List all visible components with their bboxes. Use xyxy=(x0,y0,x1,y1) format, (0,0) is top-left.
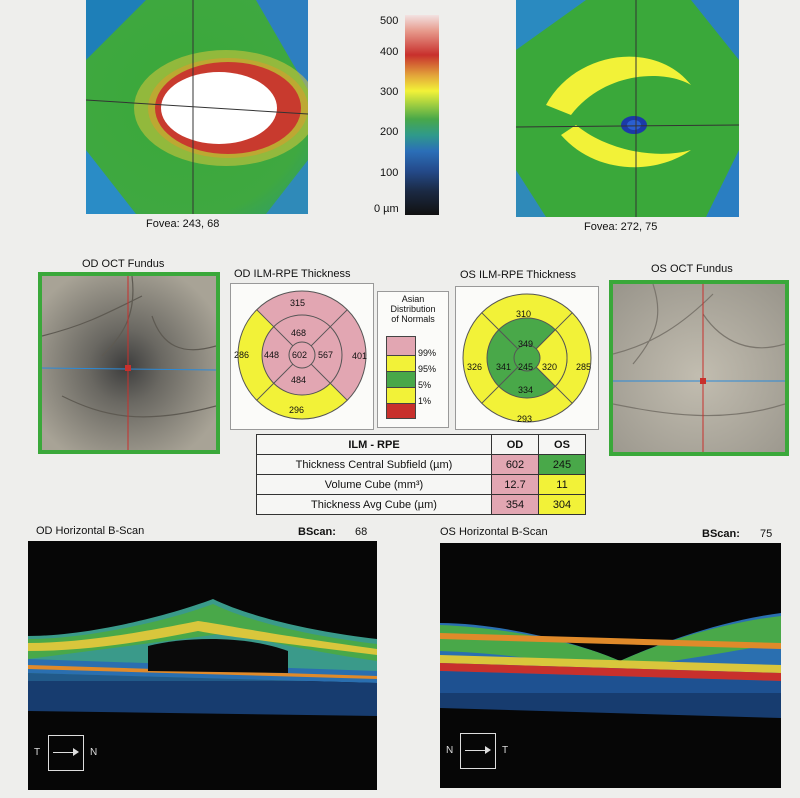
orientation-arrow-icon xyxy=(53,752,77,753)
scale-tick-200: 200 xyxy=(380,126,399,138)
od-inner-inferior: 484 xyxy=(291,375,307,385)
orientation-arrow-icon xyxy=(465,750,489,751)
legend-swatch-high xyxy=(386,336,416,355)
od-bscan-image: T N xyxy=(28,541,377,790)
normals-legend: Asian Distribution of Normals 99% 95% 5%… xyxy=(377,291,449,428)
os-outer-inferior: 293 xyxy=(517,414,533,424)
row-od-value: 354 xyxy=(491,494,539,515)
os-thickness-map xyxy=(516,0,739,217)
os-fundus-title: OS OCT Fundus xyxy=(651,263,733,275)
os-fovea-label: Fovea: 272, 75 xyxy=(584,221,658,233)
table-header-param: ILM - RPE xyxy=(256,434,492,455)
table-header-os: OS xyxy=(538,434,586,455)
os-inner-superior: 349 xyxy=(518,339,534,349)
od-thickness-map xyxy=(86,0,308,214)
od-inner-nasal: 567 xyxy=(318,350,334,360)
scale-tick-400: 400 xyxy=(380,46,399,58)
os-inner-nasal: 320 xyxy=(542,362,558,372)
row-od-value: 602 xyxy=(491,454,539,475)
legend-label-99: 99% xyxy=(418,348,437,358)
thickness-summary-table: ILM - RPE OD OS Thickness Central Subfie… xyxy=(256,434,586,515)
os-outer-superior: 310 xyxy=(516,309,532,319)
row-os-value: 304 xyxy=(538,494,586,515)
legend-label-5: 5% xyxy=(418,380,432,390)
thickness-color-scale xyxy=(405,15,439,215)
legend-swatch-normal xyxy=(386,371,416,387)
legend-title-line-3: of Normals xyxy=(391,314,435,324)
row-label: Thickness Central Subfield (µm) xyxy=(256,454,492,475)
orientation-arrow-head-icon xyxy=(485,746,491,754)
os-outer-nasal: 285 xyxy=(576,362,592,372)
os-etdrs-panel: 310 326 285 293 349 341 320 334 245 xyxy=(455,286,599,430)
os-inner-temporal: 341 xyxy=(496,362,512,372)
od-inner-temporal: 448 xyxy=(264,350,280,360)
table-row: Volume Cube (mm³) 12.7 11 xyxy=(256,474,586,495)
od-orientation-box xyxy=(48,735,84,771)
od-fundus-image xyxy=(38,272,220,454)
legend-swatch-low xyxy=(386,403,416,419)
scale-tick-300: 300 xyxy=(380,86,399,98)
os-outer-temporal: 326 xyxy=(467,362,483,372)
row-label: Thickness Avg Cube (µm) xyxy=(256,494,492,515)
legend-title-line-1: Asian xyxy=(401,294,425,304)
od-outer-superior: 315 xyxy=(290,298,306,308)
scale-tick-500: 500 xyxy=(380,15,399,27)
od-bscan-value: 68 xyxy=(355,526,368,538)
legend-swatch-lower-borderline xyxy=(386,387,416,403)
row-os-value: 11 xyxy=(538,474,586,495)
legend-label-95: 95% xyxy=(418,364,437,374)
os-orientation-box xyxy=(460,733,496,769)
od-orientation-left: T xyxy=(34,747,41,758)
table-header-row: ILM - RPE OD OS xyxy=(256,434,586,455)
orientation-arrow-head-icon xyxy=(73,748,79,756)
table-row: Thickness Central Subfield (µm) 602 245 xyxy=(256,454,586,475)
od-fundus-title: OD OCT Fundus xyxy=(82,258,165,270)
od-bscan-title: OD Horizontal B-Scan xyxy=(36,525,145,537)
os-orientation-left: N xyxy=(446,745,454,756)
od-fovea-label: Fovea: 243, 68 xyxy=(146,218,220,230)
os-bscan-label: BScan: xyxy=(702,528,740,540)
od-orientation-right: N xyxy=(90,747,98,758)
od-etdrs-panel: 315 286 401 296 468 448 567 484 602 xyxy=(230,283,374,430)
scale-tick-0: 0 µm xyxy=(374,203,399,215)
legend-swatch-upper-borderline xyxy=(386,355,416,371)
table-header-od: OD xyxy=(491,434,539,455)
os-bscan-value: 75 xyxy=(760,528,773,540)
os-center: 245 xyxy=(518,362,534,372)
od-outer-nasal: 401 xyxy=(352,351,368,361)
od-etdrs-title: OD ILM-RPE Thickness xyxy=(234,268,351,280)
od-outer-inferior: 296 xyxy=(289,405,305,415)
os-fundus-image xyxy=(609,280,789,456)
legend-title-line-2: Distribution xyxy=(390,304,436,314)
os-etdrs-title: OS ILM-RPE Thickness xyxy=(460,269,576,281)
od-outer-temporal: 286 xyxy=(234,350,250,360)
row-od-value: 12.7 xyxy=(491,474,539,495)
legend-label-1: 1% xyxy=(418,396,432,406)
row-label: Volume Cube (mm³) xyxy=(256,474,492,495)
scale-tick-100: 100 xyxy=(380,167,399,179)
od-inner-superior: 468 xyxy=(291,328,307,338)
os-bscan-title: OS Horizontal B-Scan xyxy=(440,526,548,538)
row-os-value: 245 xyxy=(538,454,586,475)
os-bscan-image: N T xyxy=(440,543,781,788)
os-inner-inferior: 334 xyxy=(518,385,534,395)
table-row: Thickness Avg Cube (µm) 354 304 xyxy=(256,494,586,515)
os-orientation-right: T xyxy=(502,745,509,756)
od-bscan-label: BScan: xyxy=(298,526,336,538)
od-center: 602 xyxy=(292,350,308,360)
